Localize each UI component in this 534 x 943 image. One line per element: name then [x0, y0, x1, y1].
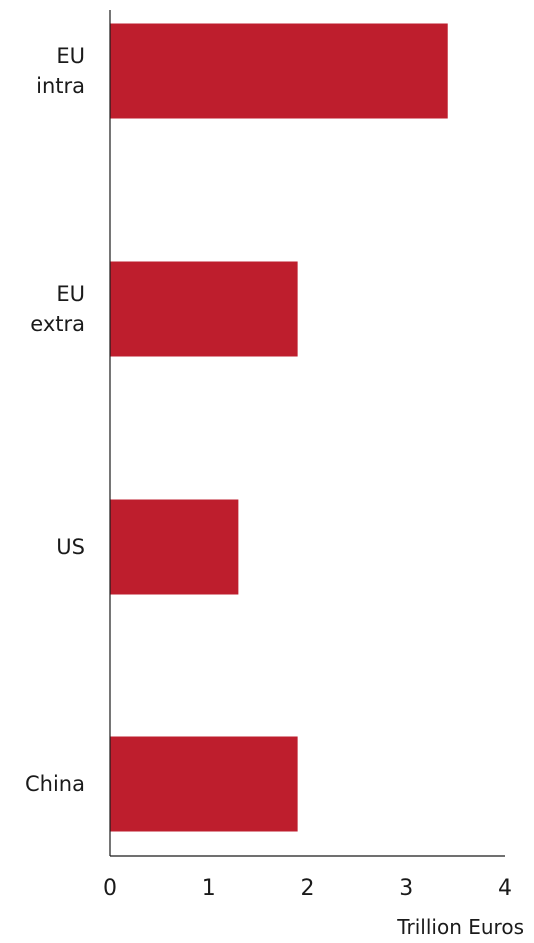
x-tick-label-4: 4 — [498, 876, 512, 901]
bars-group — [110, 23, 448, 832]
bar-eu-extra — [110, 261, 298, 357]
x-tick-label-1: 1 — [202, 876, 216, 901]
category-labels: EU intra EU extra US China — [25, 44, 85, 796]
bar-china — [110, 736, 298, 832]
category-label-line: extra — [30, 312, 85, 336]
bar-us — [110, 499, 239, 595]
category-label-line: China — [25, 772, 85, 796]
category-label-eu-extra: EU extra — [30, 282, 85, 336]
category-label-line: EU — [56, 44, 85, 68]
category-label-us: US — [56, 535, 85, 559]
x-tick-label-2: 2 — [301, 876, 315, 901]
x-axis-title: Trillion Euros — [396, 915, 524, 939]
category-label-line: intra — [36, 74, 85, 98]
category-label-eu-intra: EU intra — [36, 44, 85, 98]
category-label-line: EU — [56, 282, 85, 306]
x-tick-label-3: 3 — [399, 876, 413, 901]
x-tick-label-0: 0 — [103, 876, 117, 901]
x-tick-labels: 0 1 2 3 4 — [103, 876, 512, 901]
bar-eu-intra — [110, 23, 448, 119]
category-label-china: China — [25, 772, 85, 796]
category-label-line: US — [56, 535, 85, 559]
